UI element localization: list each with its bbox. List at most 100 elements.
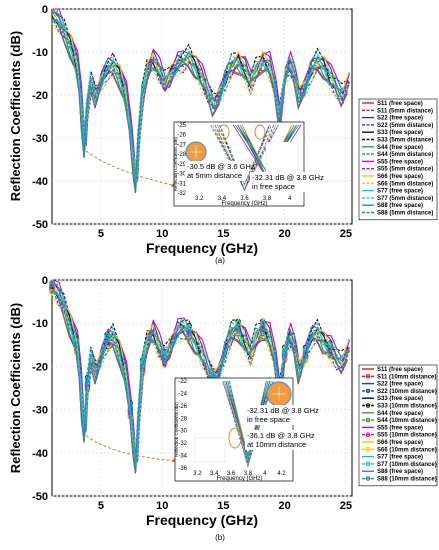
inset-y-tick: -36 <box>178 466 187 472</box>
legend-label: S77 (free space) <box>377 189 423 195</box>
inset-x-tick: 3.8 <box>244 471 253 477</box>
series-marker-16 <box>186 329 192 335</box>
annotation-bg <box>250 172 310 192</box>
board-sketch <box>194 437 226 463</box>
annotation-line: -32.31 dB @ 3.8 GHz <box>247 406 319 415</box>
legend-label: S33 (5mm distance) <box>377 138 433 144</box>
y-tick-label: -50 <box>32 491 48 503</box>
series-marker-16 <box>259 324 266 331</box>
series-marker-16 <box>161 355 168 361</box>
legend-marker <box>365 432 371 438</box>
inset-x-tick: 4 <box>288 196 292 202</box>
series-marker-16 <box>127 406 134 413</box>
x-tick-label: 15 <box>217 228 229 240</box>
legend-label: S11 (free space) <box>377 367 423 373</box>
y-tick-label: -40 <box>32 448 48 460</box>
inset-series-line-16 <box>219 124 270 186</box>
legend-label: S77 (5mm distance) <box>377 196 433 202</box>
highlight-circle <box>218 124 230 140</box>
x-axis-title: Frequency (GHz) <box>146 240 258 256</box>
inset-y-tick: -25 <box>177 123 186 129</box>
y-tick-label: -20 <box>32 361 48 373</box>
y-axis-title: Reflection Coefficients (dB) <box>8 303 23 473</box>
series-line-8 <box>51 11 348 184</box>
chart-panel-2: 0 -10 -20 -30 -40 -50 5 10 15 20 25 Frequency (GHz)… <box>8 275 438 542</box>
y-tick-label: -10 <box>32 318 48 330</box>
legend: S11 (free space)S11 (5mm distance) S22 (f… <box>358 98 438 221</box>
inset-y-tick: -30 <box>177 172 186 178</box>
series-line-4 <box>51 16 350 182</box>
inset-y-tick: -24 <box>178 391 187 397</box>
inset-y-tick: -26 <box>178 404 187 410</box>
inset-x-tick: 3.4 <box>210 471 219 477</box>
annotation-bg <box>245 430 305 450</box>
legend-box <box>358 98 438 221</box>
inset-x-tick: 3.4 <box>218 196 227 202</box>
board-sketch <box>265 141 299 175</box>
legend-label: S66 (5mm distance) <box>377 181 433 187</box>
inset-y-title: Reflection Coefficients (dB) <box>173 136 178 191</box>
legend-label: S33 (free space) <box>377 396 423 402</box>
series-marker-16 <box>84 380 91 387</box>
inset-y-tick: -22 <box>178 379 187 385</box>
series-marker-16 <box>139 363 146 370</box>
legend-label: S88 (free space) <box>377 203 423 209</box>
series-marker-16 <box>104 337 110 344</box>
inset: 3.2 3.4 3.6 3.8 4 -25 -26 -27 -28 -29 -30 -31 -32 Fre… <box>85 121 324 207</box>
y-tick-label: 0 <box>42 275 48 287</box>
series-line-13 <box>51 20 349 186</box>
annotation-line: in free space <box>247 415 290 424</box>
callout-arrow <box>85 435 178 462</box>
x-tick-label: 10 <box>156 500 168 512</box>
legend-label: S88 (10mm distance) <box>377 477 437 483</box>
panel-label: (b) <box>215 533 225 542</box>
legend-label: S44 (10mm distance) <box>377 418 437 424</box>
annotation-bg <box>185 161 245 181</box>
x-axis-title: Frequency (GHz) <box>146 512 258 528</box>
legend-label: S11 (5mm distance) <box>377 108 433 114</box>
inset-x-tick: 4.2 <box>277 471 286 477</box>
annotation-line: in free space <box>252 182 295 191</box>
series-marker-16 <box>281 350 288 357</box>
legend-box <box>358 364 438 487</box>
series-marker-16 <box>73 342 80 348</box>
inset-y-tick: -28 <box>178 416 187 422</box>
inset-y-tick: -27 <box>177 142 186 148</box>
annotation-line: at 5mm distance <box>187 171 242 180</box>
legend-label: S44 (5mm distance) <box>377 152 433 158</box>
legend-marker <box>365 388 371 394</box>
inset-series-line-16 <box>229 380 267 463</box>
inset-y-tick: -28 <box>177 152 186 158</box>
legend-label: S55 (free space) <box>377 425 423 431</box>
legend-marker <box>365 461 371 467</box>
x-tick-label: 5 <box>98 228 104 240</box>
annotation-bg <box>245 405 305 425</box>
y-tick-label: -20 <box>32 90 48 102</box>
annotation-line: -30.5 dB @ 3.6 GHz <box>187 162 255 171</box>
annotation-line: -36.1 dB @ 3.8 GHz <box>247 431 315 440</box>
inset-x-tick: 3.8 <box>263 196 272 202</box>
legend-label: S22 (10mm distance) <box>377 389 437 395</box>
inset-x-tick: 4 <box>263 471 267 477</box>
legend-label: S77 (free space) <box>377 455 423 461</box>
x-tick-label: 5 <box>98 500 104 512</box>
callout-arrow <box>85 150 177 187</box>
y-tick-label: -40 <box>32 176 48 188</box>
inset-y-tick: -32 <box>177 191 186 197</box>
x-tick-label: 20 <box>279 500 291 512</box>
annotation-line: -32.31 dB @ 3.8 GHz <box>252 173 324 182</box>
legend-marker <box>365 447 371 452</box>
panel-label: (a) <box>215 256 225 265</box>
series-marker-16 <box>235 324 241 331</box>
legend: S11 (free space)S11 (10mm distance) S22 (… <box>358 364 438 487</box>
inset-y-tick: -32 <box>178 441 187 447</box>
legend-label: S22 (5mm distance) <box>377 123 433 129</box>
inset-x-title: Frequency (GHz) <box>221 201 267 207</box>
legend-label: S44 (free space) <box>377 145 423 151</box>
chart-panel-1: 0 -10 -20 -30 -40 -50 5 10 15 20 25 Frequency (GHz)… <box>8 4 438 265</box>
legend-label: S66 (free space) <box>377 440 423 446</box>
legend-label: S55 (5mm distance) <box>377 167 433 173</box>
